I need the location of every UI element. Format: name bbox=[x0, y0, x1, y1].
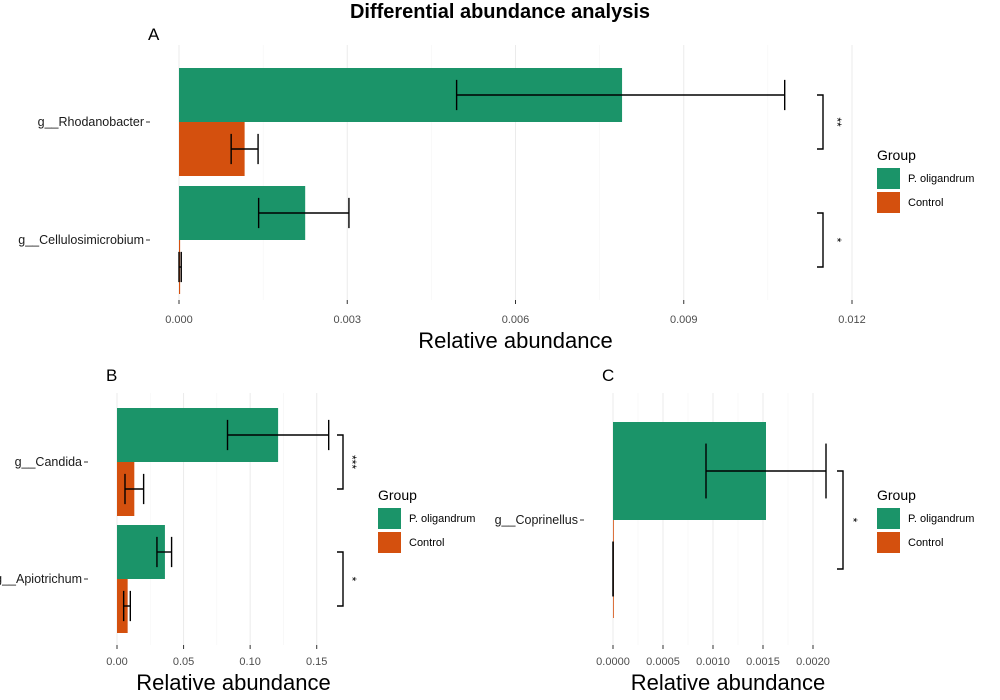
legend-label: Control bbox=[908, 537, 943, 549]
legend: Group P. oligandrum Control bbox=[877, 487, 974, 553]
x-tick-label: 0.003 bbox=[333, 314, 361, 326]
legend-label: P. oligandrum bbox=[908, 173, 974, 185]
legend-label: Control bbox=[409, 537, 444, 549]
significance-bracket bbox=[837, 470, 844, 570]
error-bar bbox=[226, 419, 330, 451]
error-bar bbox=[156, 536, 173, 568]
x-axis-title: Relative abundance bbox=[418, 328, 612, 353]
x-tick-label: 0.0010 bbox=[696, 656, 730, 668]
legend-key bbox=[378, 532, 401, 553]
error-bar bbox=[257, 197, 350, 229]
error-bar bbox=[455, 79, 786, 111]
bar-control bbox=[117, 579, 128, 633]
x-tick-label: 0.0015 bbox=[746, 656, 780, 668]
significance-bracket bbox=[337, 551, 344, 607]
significance-bracket bbox=[337, 434, 344, 490]
x-tick-label: 0.10 bbox=[239, 656, 260, 668]
legend-title: Group bbox=[877, 487, 916, 503]
legend-key bbox=[378, 508, 401, 529]
legend-key bbox=[877, 508, 900, 529]
x-tick-label: 0.0000 bbox=[596, 656, 630, 668]
x-tick-label: 0.009 bbox=[670, 314, 698, 326]
x-tick-label: 0.05 bbox=[173, 656, 194, 668]
category-label: g__Candida bbox=[15, 455, 82, 469]
x-tick-label: 0.0005 bbox=[646, 656, 680, 668]
error-bar bbox=[178, 251, 182, 283]
panel-c: C 0.0000 0.0005 0.0010 0.0015 0.0020 Relative … bbox=[495, 366, 975, 695]
x-tick-label: 0.00 bbox=[106, 656, 127, 668]
legend-title: Group bbox=[877, 147, 916, 163]
significance-marker: * bbox=[846, 518, 860, 523]
legend-label: Control bbox=[908, 197, 943, 209]
error-bar bbox=[124, 473, 145, 505]
error-bar bbox=[122, 590, 132, 622]
x-tick-label: 0.0020 bbox=[796, 656, 830, 668]
significance-marker: *** bbox=[345, 455, 359, 469]
legend-label: P. oligandrum bbox=[908, 513, 974, 525]
x-tick-label: 0.012 bbox=[838, 314, 866, 326]
category-label: g__Rhodanobacter bbox=[38, 115, 144, 129]
legend-key bbox=[877, 532, 900, 553]
category-label: g__Apiotrichum bbox=[0, 572, 82, 586]
significance-marker: * bbox=[345, 577, 359, 582]
legend-key bbox=[877, 168, 900, 189]
x-tick-label: 0.006 bbox=[502, 314, 530, 326]
x-axis-title: Relative abundance bbox=[631, 670, 825, 695]
significance-marker: ** bbox=[830, 117, 844, 127]
panel-letter: A bbox=[148, 25, 160, 44]
significance-bracket bbox=[817, 212, 824, 268]
legend: Group P. oligandrum Control bbox=[877, 147, 974, 213]
significance-marker: * bbox=[830, 238, 844, 243]
panel-a: A 0.000 0.003 0.006 0.009 0.012 Relative abund… bbox=[18, 25, 974, 353]
legend-key bbox=[877, 192, 900, 213]
error-bar bbox=[230, 133, 259, 165]
category-label: g__Cellulosimicrobium bbox=[18, 233, 144, 247]
legend: Group P. oligandrum Control bbox=[378, 487, 475, 553]
significance-bracket bbox=[817, 94, 824, 150]
x-tick-label: 0.15 bbox=[306, 656, 327, 668]
legend-title: Group bbox=[378, 487, 417, 503]
category-label: g__Coprinellus bbox=[495, 513, 578, 527]
panel-letter: C bbox=[602, 366, 614, 385]
x-axis-title: Relative abundance bbox=[136, 670, 330, 695]
panels: A 0.000 0.003 0.006 0.009 0.012 Relative abund… bbox=[0, 25, 974, 695]
error-bar bbox=[705, 443, 827, 499]
x-tick-label: 0.000 bbox=[165, 314, 193, 326]
chart-title: Differential abundance analysis bbox=[350, 1, 650, 23]
panel-letter: B bbox=[106, 366, 117, 385]
legend-label: P. oligandrum bbox=[409, 513, 475, 525]
panel-b: B 0.00 0.05 0.10 0.15 Relative abundance g__Ca… bbox=[0, 366, 475, 695]
